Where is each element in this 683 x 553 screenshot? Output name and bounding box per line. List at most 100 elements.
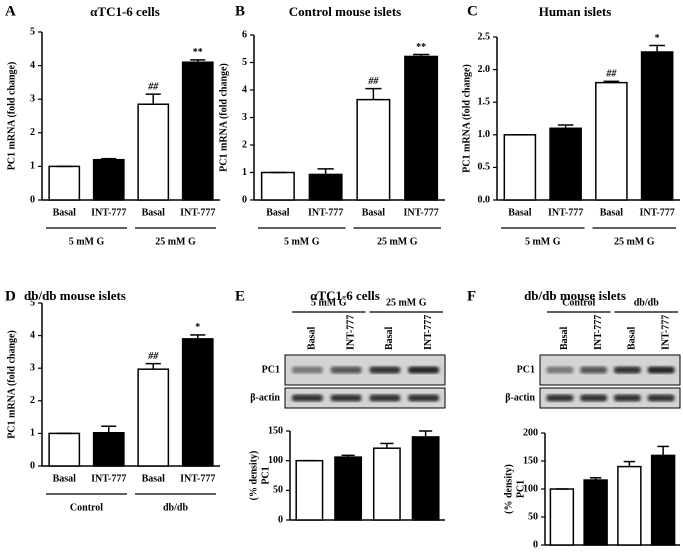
bar (92, 431, 125, 467)
lane-label: Basal (307, 326, 318, 350)
blot-band (369, 366, 401, 374)
bar (48, 432, 81, 467)
panel-title: Control mouse islets (289, 4, 401, 19)
lane-label: Basal (559, 326, 570, 350)
x-tick-label: Basal (266, 207, 290, 218)
significance-mark: ** (416, 42, 426, 53)
group-label: 25 mM G (386, 297, 427, 308)
y-tick-label: 0 (30, 460, 35, 471)
y-tick-label: 6 (242, 29, 247, 40)
bar (356, 98, 391, 201)
y-tick-label: 0 (533, 539, 538, 550)
panel-letter: A (5, 3, 16, 19)
y-tick-label: 3 (30, 362, 35, 373)
bar (334, 456, 363, 521)
blot-row-label: PC1 (517, 364, 535, 375)
x-tick-label: Basal (600, 207, 624, 218)
blot-band (369, 394, 401, 402)
x-tick-label: INT-777 (548, 207, 583, 218)
blot-band (291, 394, 323, 402)
bar (260, 171, 295, 201)
lane-label: INT-777 (423, 315, 434, 350)
x-tick-label: INT-777 (308, 207, 343, 218)
bar (617, 465, 642, 546)
y-tick-label: 3 (30, 93, 35, 104)
group-label: 5 mM G (525, 236, 561, 247)
panel-letter: F (467, 288, 476, 304)
group-label: Control (562, 297, 595, 308)
y-tick-label: 2 (30, 127, 35, 138)
significance-mark: * (195, 322, 200, 333)
significance-mark: ## (147, 81, 159, 92)
blot-band (408, 394, 440, 402)
bar (181, 61, 214, 201)
y-tick-label: 1 (30, 428, 35, 439)
blot-band (330, 366, 362, 374)
blot-band (647, 366, 675, 374)
blot-band (613, 394, 641, 402)
x-tick-label: INT-777 (180, 207, 215, 218)
y-tick-label: 1 (242, 167, 247, 178)
y-tick-label: 0 (30, 194, 35, 205)
group-label: 5 mM G (69, 236, 105, 247)
blot-band (580, 394, 608, 402)
y-tick-label: 4 (30, 330, 35, 341)
x-tick-label: Basal (362, 207, 386, 218)
group-label: 5 mM G (311, 297, 347, 308)
x-tick-label: INT-777 (404, 207, 439, 218)
y-tick-label: 5 (30, 297, 35, 308)
bar (372, 447, 401, 521)
group-label: Control (70, 502, 103, 513)
blot-band (408, 366, 440, 374)
y-tick-label: 1.5 (478, 96, 491, 107)
group-label: 25 mM G (377, 236, 418, 247)
bar (503, 134, 537, 201)
lane-label: Basal (384, 326, 395, 350)
panel-title: αTC1-6 cells (310, 288, 380, 303)
bar (549, 127, 582, 201)
lane-label: INT-777 (345, 315, 356, 350)
y-tick-label: 2 (30, 395, 35, 406)
x-tick-label: INT-777 (91, 207, 126, 218)
bar (640, 51, 674, 201)
bar (308, 173, 343, 201)
y-tick-label: 1.0 (478, 129, 491, 140)
blot-panel (284, 387, 446, 409)
blot-band (546, 366, 574, 374)
y-tick-label: 4 (242, 84, 247, 95)
blot-band (647, 394, 675, 402)
x-tick-label: Basal (142, 207, 166, 218)
y-tick-label: 50 (528, 511, 538, 522)
bar (583, 479, 608, 546)
blot-row-label: β-actin (505, 392, 535, 403)
panel-letter: C (467, 3, 478, 19)
group-label: 25 mM G (614, 236, 655, 247)
y-tick-label: 3 (242, 112, 247, 123)
bar (92, 158, 125, 201)
y-axis-label: PC1 mRNA (fold change) (461, 64, 472, 173)
panel-letter: B (235, 3, 245, 19)
blot-band (546, 394, 574, 402)
blot-row-label: β-actin (250, 392, 280, 403)
significance-mark: ## (147, 351, 159, 362)
y-tick-label: 100 (523, 483, 538, 494)
significance-mark: ** (193, 47, 203, 58)
x-tick-label: INT-777 (640, 207, 675, 218)
y-tick-label: 1 (30, 161, 35, 172)
group-label: 25 mM G (155, 236, 196, 247)
panel-title: db/db mouse islets (524, 288, 626, 303)
y-tick-label: 5 (242, 57, 247, 68)
y-axis-label: (% density) (503, 464, 514, 514)
y-tick-label: 5 (30, 26, 35, 37)
y-tick-label: 50 (273, 485, 283, 496)
y-axis-label: PC1 (260, 466, 271, 484)
bar (650, 454, 676, 546)
significance-mark: ## (367, 76, 379, 87)
panel-title: Human islets (539, 4, 612, 19)
x-tick-label: Basal (142, 473, 166, 484)
x-tick-label: Basal (53, 207, 77, 218)
panel-title: αTC1-6 cells (90, 4, 160, 19)
blot-band (580, 366, 608, 374)
y-tick-label: 0 (242, 194, 247, 205)
